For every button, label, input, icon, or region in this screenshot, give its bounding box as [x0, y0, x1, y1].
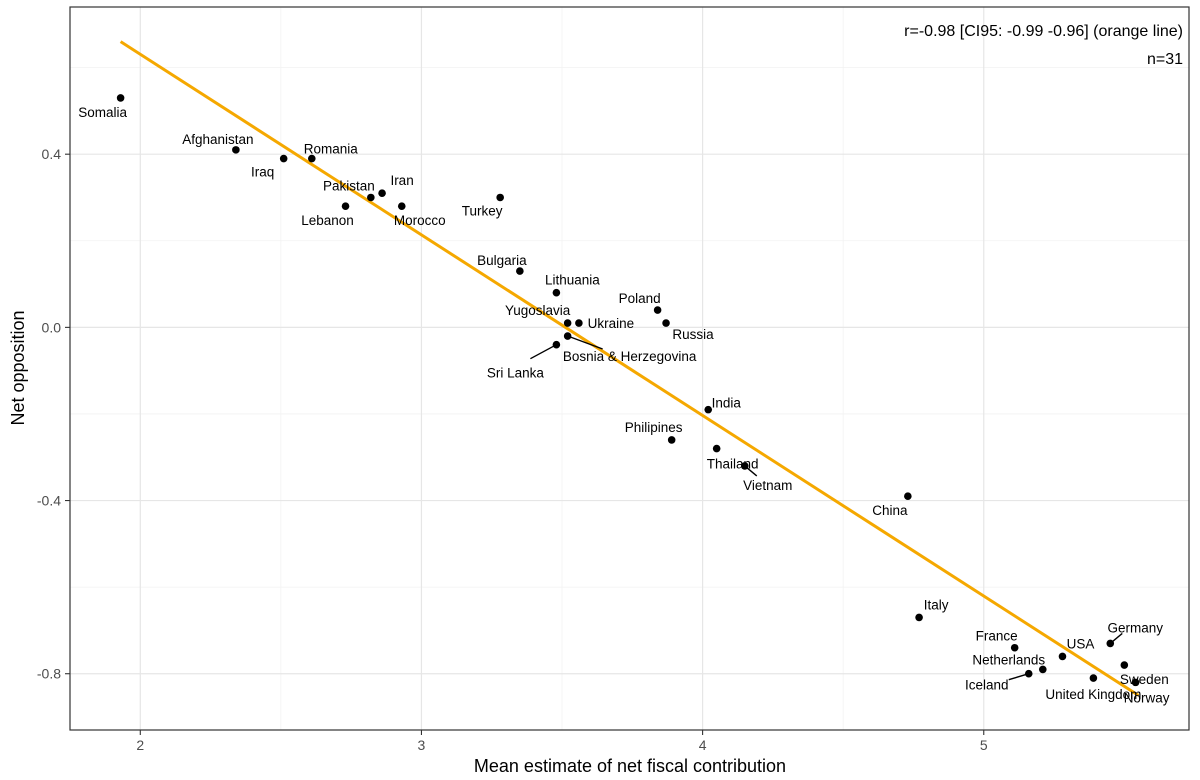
- x-tick-label: 2: [136, 737, 144, 753]
- label-poland: Poland: [619, 291, 661, 306]
- x-axis: 2 3 4 5: [136, 730, 988, 753]
- point-labels: Somalia Afghanistan Iraq Romania Lebanon Paki…: [78, 105, 1169, 705]
- point-germany: [1106, 639, 1115, 648]
- leader-line-sri-lanka: [530, 344, 557, 360]
- label-iceland: Iceland: [965, 678, 1009, 693]
- x-tick-label: 4: [699, 737, 707, 753]
- minor-gridlines: [70, 7, 1189, 730]
- point-netherlands: [1038, 665, 1047, 674]
- point-iraq: [279, 154, 288, 163]
- point-somalia: [116, 94, 125, 102]
- point-india: [704, 405, 713, 414]
- label-france: France: [976, 629, 1018, 644]
- point-yugoslavia: [563, 319, 572, 327]
- label-lithuania: Lithuania: [545, 273, 600, 288]
- point-china: [904, 492, 912, 501]
- point-norway: [1131, 678, 1140, 687]
- y-tick-label: -0.8: [37, 666, 61, 682]
- y-tick-label: 0.4: [42, 146, 62, 162]
- label-vietnam: Vietnam: [743, 478, 792, 493]
- label-sri-lanka: Sri Lanka: [487, 366, 545, 381]
- fit-line-layer: [119, 40, 1140, 697]
- point-france: [1010, 643, 1019, 652]
- correlation-annotation: r=-0.98 [CI95: -0.99 -0.96] (orange line…: [904, 23, 1183, 40]
- label-usa: USA: [1067, 636, 1095, 651]
- point-sri-lanka: [552, 340, 561, 349]
- label-bulgaria: Bulgaria: [477, 253, 527, 268]
- label-italy: Italy: [924, 597, 949, 612]
- y-tick-label: -0.4: [37, 493, 61, 509]
- label-china: China: [872, 503, 908, 518]
- point-thailand: [712, 444, 721, 453]
- data-points: [116, 94, 1140, 687]
- label-norway: Norway: [1124, 690, 1170, 705]
- label-india: India: [712, 396, 742, 411]
- x-axis-title: Mean estimate of net fiscal contribution: [474, 756, 786, 776]
- label-somalia: Somalia: [78, 105, 127, 120]
- major-gridlines: [70, 7, 1189, 730]
- label-philipines: Philipines: [625, 420, 683, 435]
- point-vietnam: [740, 462, 749, 470]
- label-iran: Iran: [390, 173, 413, 188]
- label-pakistan: Pakistan: [323, 178, 375, 193]
- point-lithuania: [552, 288, 561, 297]
- regression-fit-line: [119, 40, 1140, 697]
- label-afghanistan: Afghanistan: [182, 132, 253, 147]
- point-turkey: [496, 193, 504, 202]
- label-romania: Romania: [304, 142, 359, 157]
- leader-line-bosnia-and-herzegovina: [567, 335, 603, 350]
- sample-size-annotation: n=31: [1147, 51, 1183, 68]
- label-thailand: Thailand: [707, 457, 759, 472]
- y-tick-label: 0.0: [42, 319, 62, 335]
- point-italy: [915, 613, 923, 622]
- point-iceland: [1024, 669, 1033, 678]
- point-pakistan: [367, 193, 375, 202]
- label-lebanon: Lebanon: [301, 213, 354, 228]
- label-sweden: Sweden: [1120, 672, 1169, 687]
- x-tick-label: 3: [418, 737, 426, 753]
- label-germany: Germany: [1108, 620, 1164, 635]
- point-bosnia-and-herzegovina: [563, 332, 572, 340]
- label-yugoslavia: Yugoslavia: [505, 303, 571, 318]
- point-united-kingdom: [1089, 674, 1098, 682]
- point-romania: [307, 154, 316, 163]
- point-bulgaria: [516, 267, 524, 275]
- point-sweden: [1120, 661, 1129, 669]
- x-tick-label: 5: [980, 737, 988, 753]
- label-morocco: Morocco: [394, 213, 446, 228]
- plot-border: [69, 6, 1190, 731]
- label-united-kingdom: United Kingdom: [1045, 687, 1141, 702]
- point-iran: [378, 189, 386, 197]
- label-iraq: Iraq: [251, 165, 274, 180]
- label-bosnia-and-herzegovina: Bosnia & Herzegovina: [563, 349, 697, 364]
- label-ukraine: Ukraine: [588, 316, 635, 331]
- point-lebanon: [341, 202, 350, 210]
- point-ukraine: [575, 319, 583, 327]
- point-afghanistan: [232, 146, 240, 154]
- point-usa: [1058, 652, 1067, 661]
- point-morocco: [397, 202, 406, 210]
- point-philipines: [667, 436, 676, 444]
- point-poland: [653, 306, 662, 314]
- y-axis: 0.4 0.0 -0.4 -0.8: [37, 146, 70, 682]
- label-turkey: Turkey: [462, 203, 503, 218]
- y-axis-title: Net opposition: [8, 310, 28, 425]
- point-russia: [662, 319, 670, 327]
- label-russia: Russia: [672, 327, 714, 342]
- label-netherlands: Netherlands: [972, 652, 1045, 667]
